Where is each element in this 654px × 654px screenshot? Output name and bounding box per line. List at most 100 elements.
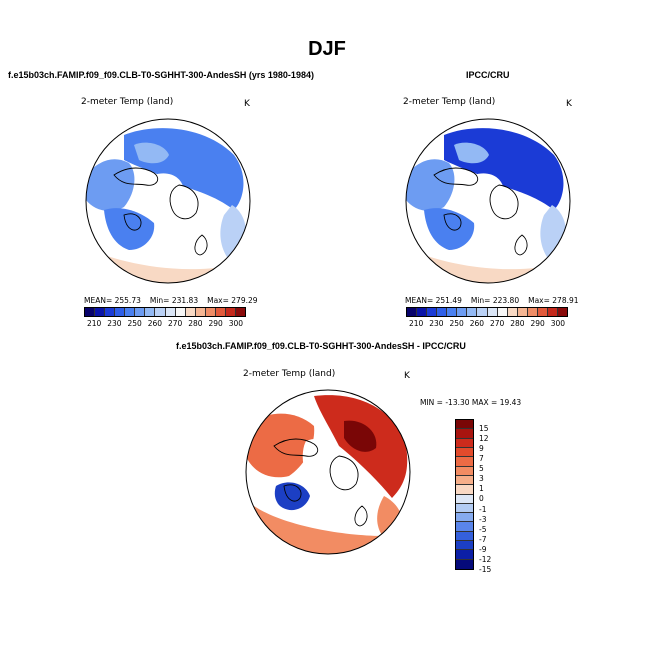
colorbar-swatch	[487, 308, 498, 316]
colorbar-swatch	[105, 308, 116, 316]
coastline	[283, 484, 302, 502]
colorbar-tick-label: 270	[489, 319, 505, 328]
colorbar-swatch	[115, 308, 126, 316]
polar-map-diff	[245, 389, 411, 555]
ocean-arctic-nodata	[302, 438, 344, 486]
colorbar-swatch	[497, 308, 508, 316]
coastline	[123, 213, 142, 231]
stats-obs: MEAN= 251.49 Min= 223.80 Max= 278.91	[405, 296, 579, 305]
land-canada-deep	[104, 208, 155, 250]
colorbar-swatch	[456, 485, 473, 495]
colorbar-tick-label: 260	[469, 319, 485, 328]
coastline	[169, 184, 199, 220]
colorbar-swatch	[527, 308, 538, 316]
colorbar-swatch	[537, 308, 548, 316]
coastline	[433, 167, 479, 186]
colorbar-swatch	[125, 308, 136, 316]
colorbar-swatch	[517, 308, 528, 316]
stats-model: MEAN= 255.73 Min= 231.83 Max= 279.29	[84, 296, 258, 305]
land-north-america-cold	[406, 159, 455, 211]
stat-min: Min= 231.83	[149, 296, 199, 305]
colorbar-swatch	[95, 308, 106, 316]
colorbar-ticks-diff: 15 12 9 7 5 3 1 0 -1 -3 -5 -7 -9 -12 -15	[479, 424, 491, 575]
colorbar-swatch	[135, 308, 146, 316]
polar-map-obs	[405, 118, 571, 284]
colorbar-obs	[406, 307, 568, 317]
colorbar-swatch	[447, 308, 458, 316]
colorbar-tick-label: 15	[479, 424, 489, 433]
colorbar-tick-label: 250	[127, 319, 142, 328]
land-tundra	[134, 142, 169, 164]
stat-max: Max= 279.29	[207, 296, 258, 305]
colorbar-tick-label: 300	[550, 319, 566, 328]
colorbar-tick-label: -5	[479, 524, 487, 534]
coastline	[273, 438, 319, 457]
colorbar-swatch	[456, 429, 473, 439]
land-america-warm-anomaly	[246, 413, 315, 478]
colorbar-swatch	[557, 308, 567, 316]
land-north-america-cold	[86, 159, 135, 211]
colorbar-swatch	[145, 308, 156, 316]
colorbar-swatch	[456, 513, 473, 523]
panel-units-obs: K	[566, 99, 572, 109]
colorbar-tick-label: 230	[429, 319, 444, 328]
colorbar-tick-label: 0	[479, 494, 484, 504]
colorbar-swatch	[205, 308, 216, 316]
colorbar-tick-label: -15	[479, 564, 492, 574]
coastline	[443, 213, 462, 231]
colorbar-tick-label: 5	[479, 464, 484, 474]
colorbar-tick-label: 250	[449, 319, 464, 328]
colorbar-swatch	[195, 308, 206, 316]
colorbar-swatch	[456, 559, 473, 569]
colorbar-swatch	[235, 308, 245, 316]
colorbar-tick-label: -12	[479, 554, 492, 564]
colorbar-swatch	[85, 308, 96, 316]
colorbar-swatch	[477, 308, 488, 316]
colorbar-swatch	[507, 308, 518, 316]
colorbar-swatch	[456, 494, 473, 504]
colorbar-diff	[455, 419, 474, 570]
colorbar-swatch	[185, 308, 196, 316]
stat-mean: MEAN= 251.49	[405, 296, 462, 305]
colorbar-swatch	[547, 308, 558, 316]
colorbar-tick-label: 270	[167, 319, 183, 328]
colorbar-swatch	[456, 541, 473, 551]
colorbar-tick-label: -1	[479, 504, 487, 514]
colorbar-swatch	[457, 308, 468, 316]
colorbar-swatch	[456, 466, 473, 476]
colorbar-tick-label: 210	[408, 319, 424, 328]
coastline	[329, 455, 359, 491]
panel-variable-obs: 2-meter Temp (land)	[403, 97, 496, 107]
ocean-arctic-nodata	[148, 173, 184, 217]
stat-mean: MEAN= 255.73	[84, 296, 141, 305]
stat-min: Min= 223.80	[470, 296, 520, 305]
stats-diff: MIN = -13.30 MAX = 19.43	[420, 398, 522, 407]
colorbar-swatch	[417, 308, 428, 316]
coastline	[514, 234, 528, 256]
colorbar-tick-label: 260	[147, 319, 163, 328]
colorbar-ticks-obs: 210 230 250 260 270 280 290 300	[406, 319, 568, 328]
land-canada-deep	[424, 208, 475, 250]
stat-max: Max= 278.91	[528, 296, 579, 305]
colorbar-swatch	[225, 308, 236, 316]
colorbar-tick-label: -3	[479, 514, 487, 524]
panel-title-obs: IPCC/CRU	[466, 70, 510, 80]
colorbar-swatch	[456, 503, 473, 514]
land-tundra	[454, 142, 489, 164]
colorbar-tick-label: 280	[510, 319, 525, 328]
panel-units-model: K	[244, 99, 250, 109]
colorbar-tick-label: 300	[228, 319, 244, 328]
panel-variable-model: 2-meter Temp (land)	[81, 97, 174, 107]
colorbar-swatch	[467, 308, 478, 316]
coastline	[489, 184, 519, 220]
colorbar-swatch	[215, 308, 226, 316]
colorbar-swatch	[456, 475, 473, 486]
colorbar-tick-label: 9	[479, 444, 484, 454]
panel-title-model: f.e15b03ch.FAMIP.f09_f09.CLB-T0-SGHHT-30…	[8, 70, 314, 80]
colorbar-tick-label: 290	[208, 319, 223, 328]
coastline	[354, 505, 368, 527]
colorbar-ticks-model: 210 230 250 260 270 280 290 300	[84, 319, 246, 328]
colorbar-swatch	[456, 457, 473, 467]
map-boundary	[245, 389, 411, 555]
map-boundary	[405, 118, 571, 284]
